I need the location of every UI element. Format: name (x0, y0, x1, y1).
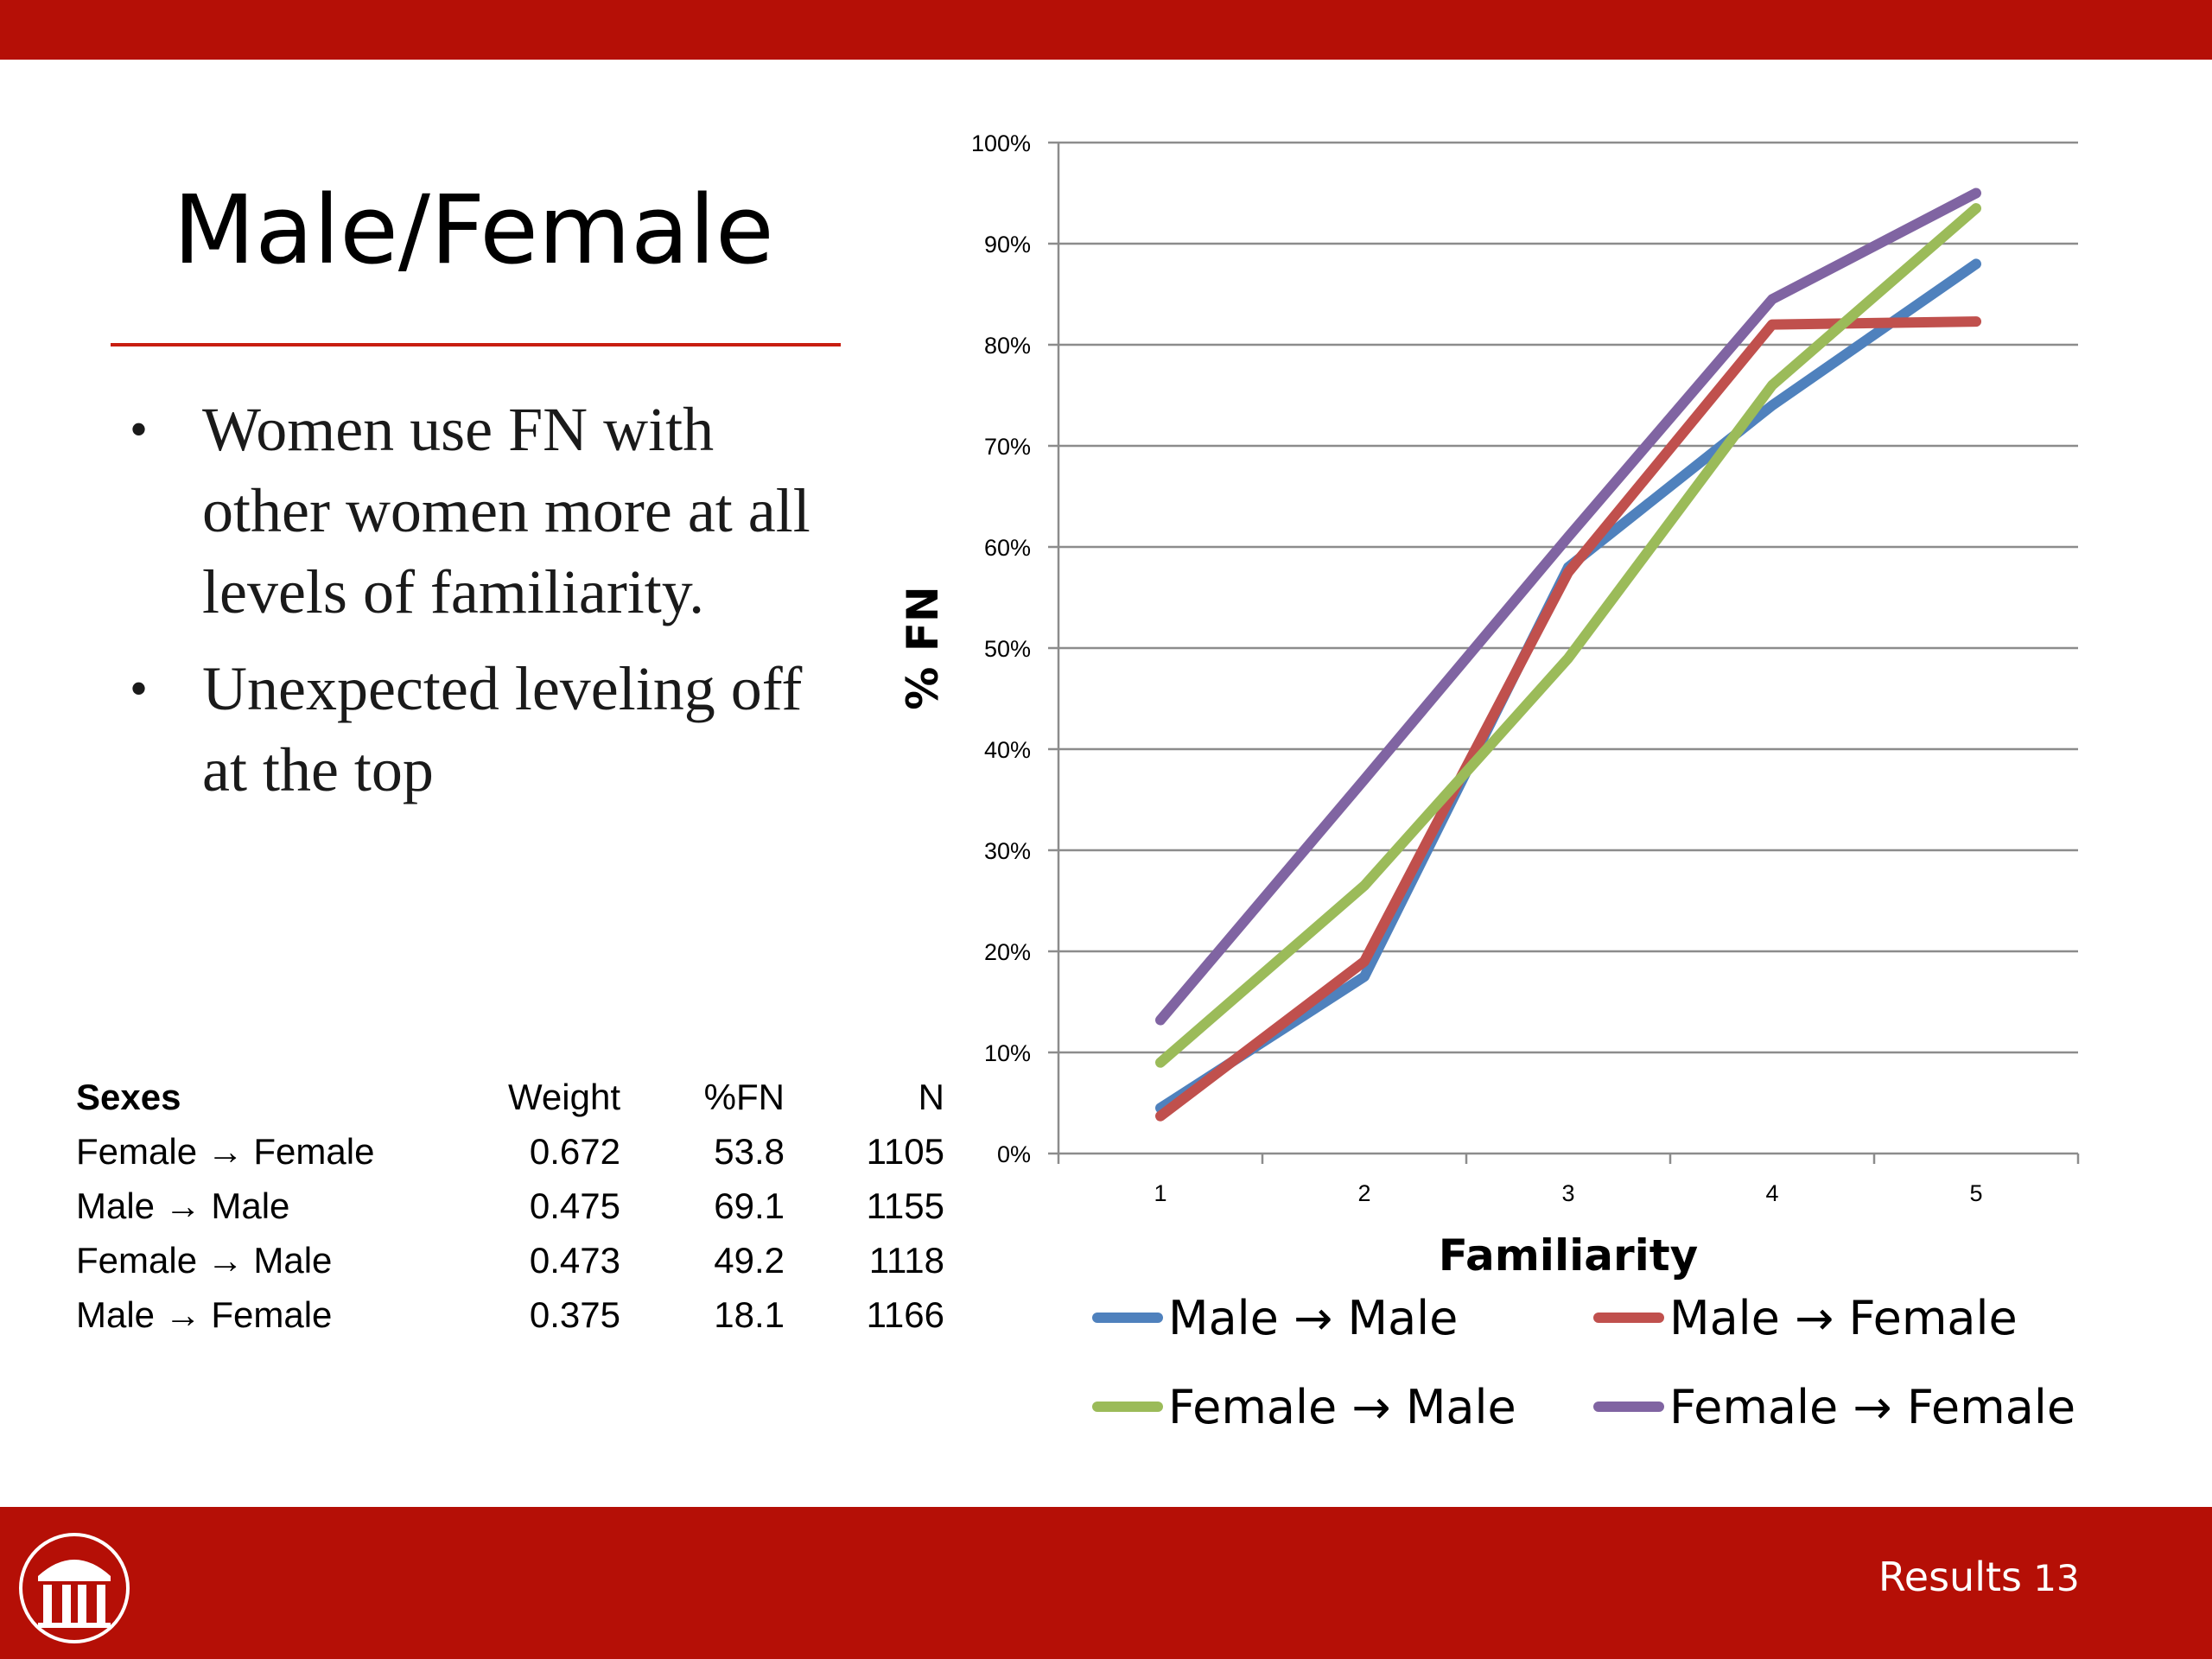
footer-section-label: Results (1878, 1554, 2022, 1600)
series-line (1155, 258, 1981, 1114)
university-arch-logo-icon (19, 1533, 130, 1643)
y-axis-title: % FN (898, 586, 948, 710)
x-axis-title: Familiarity (1439, 1230, 1699, 1281)
table-row: Male → Male 0.475 69.1 1155 (76, 1179, 944, 1233)
y-tick-label: 30% (984, 838, 1031, 864)
cell-sexes: Male → Male (76, 1185, 290, 1226)
top-banner (0, 0, 2212, 60)
sexes-weight-table: Sexes Weight %FN N Female → Female 0.672… (76, 1070, 944, 1342)
x-tick-label: 2 (1357, 1180, 1370, 1206)
y-tick-label: 50% (984, 636, 1031, 662)
bullet-dot-icon: • (130, 660, 149, 717)
cell-n: 1105 (866, 1130, 944, 1172)
bottom-banner (0, 1507, 2212, 1659)
cell-pct-fn: 69.1 (714, 1185, 785, 1226)
header-sexes: Sexes (76, 1076, 181, 1117)
header-pct-fn: %FN (703, 1076, 785, 1117)
y-tick-label: 90% (984, 232, 1031, 257)
bullet-text: Women use FN with other women more at al… (202, 395, 810, 626)
y-tick-label: 80% (984, 333, 1031, 359)
legend-label: Female → Male (1168, 1380, 1516, 1434)
series-line (1155, 316, 1981, 1122)
cell-sexes: Female → Male (76, 1239, 333, 1281)
legend-label: Male → Male (1168, 1291, 1458, 1345)
series-line (1155, 203, 1981, 1068)
table-header-row: Sexes Weight %FN N (76, 1070, 944, 1124)
bullet-text: Unexpected leveling off at the top (202, 654, 803, 804)
y-tick-label: 60% (984, 535, 1031, 561)
y-tick-label: 40% (984, 737, 1031, 763)
y-tick-label: 20% (984, 939, 1031, 965)
cell-weight: 0.375 (529, 1294, 620, 1335)
table-row: Female → Female 0.672 53.8 1105 (76, 1124, 944, 1179)
cell-sexes: Male → Female (76, 1294, 333, 1335)
cell-n: 1155 (866, 1185, 944, 1226)
bullet-item: • Women use FN with other women more at … (130, 389, 838, 632)
cell-n: 1166 (866, 1294, 944, 1335)
familiarity-line-chart: 0% 10% 20% 30% 40% 50% 60% 70% 80% 90% 100% 1 2 3 4 5 Fa… (898, 130, 2080, 1434)
cell-pct-fn: 18.1 (714, 1294, 785, 1335)
x-tick-label: 3 (1561, 1180, 1574, 1206)
x-tick-label: 5 (1969, 1180, 1982, 1206)
legend-label: Male → Female (1669, 1291, 2018, 1345)
header-weight: Weight (508, 1076, 620, 1117)
series-line (1155, 188, 1981, 1026)
y-tick-label: 70% (984, 434, 1031, 460)
x-tick-label: 1 (1154, 1180, 1166, 1206)
y-tick-label: 100% (971, 130, 1031, 156)
title-underline (111, 343, 841, 346)
header-n: N (918, 1076, 944, 1117)
page-number: 13 (2033, 1557, 2080, 1599)
legend-label: Female → Female (1669, 1380, 2075, 1434)
y-tick-label: 0% (997, 1141, 1031, 1167)
cell-sexes: Female → Female (76, 1130, 375, 1172)
table-row: Female → Male 0.473 49.2 1118 (76, 1233, 944, 1287)
bullet-list: • Women use FN with other women more at … (130, 389, 838, 826)
y-tick-label: 10% (984, 1040, 1031, 1066)
table-row: Male → Female 0.375 18.1 1166 (76, 1287, 944, 1342)
x-tick-label: 4 (1765, 1180, 1778, 1206)
bullet-item: • Unexpected leveling off at the top (130, 648, 838, 810)
cell-weight: 0.473 (529, 1239, 620, 1281)
cell-pct-fn: 53.8 (714, 1130, 785, 1172)
cell-weight: 0.475 (529, 1185, 620, 1226)
slide-title: Male/Female (173, 175, 774, 285)
cell-pct-fn: 49.2 (714, 1239, 785, 1281)
cell-n: 1118 (868, 1239, 944, 1281)
bullet-dot-icon: • (130, 401, 149, 458)
cell-weight: 0.672 (529, 1130, 620, 1172)
